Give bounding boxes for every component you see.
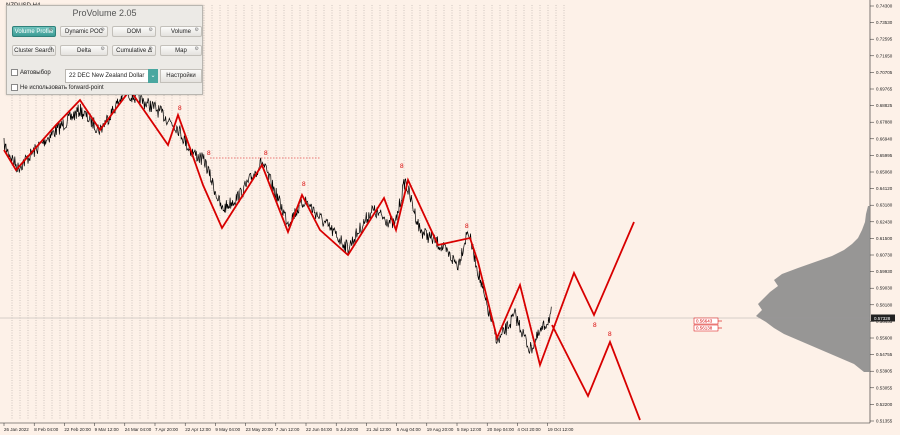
price-tick-label: 0.66940 <box>876 136 893 141</box>
gear-icon[interactable]: ⚙ <box>100 46 105 52</box>
price-tick-label: 0.58180 <box>876 302 893 307</box>
time-tick-label: 8 Feb 04:00 <box>34 427 59 432</box>
provolume-panel: ProVolume 2.05 Volume Profile ⚙ Dynamic P… <box>6 5 203 95</box>
forward-point-checkbox[interactable]: Не использовать forward-point <box>11 84 104 91</box>
price-tick-label: 0.74300 <box>876 4 893 9</box>
time-tick-label: 9 May 04:00 <box>215 427 240 432</box>
price-tick-label: 0.59030 <box>876 286 893 291</box>
price-tick-label: 0.62430 <box>876 219 893 224</box>
time-tick-label: 22 Feb 20:00 <box>64 427 91 432</box>
volume-profile-histogram <box>756 206 870 372</box>
gear-icon[interactable]: ⚙ <box>48 27 53 33</box>
wave-label: 8 <box>264 150 268 157</box>
gear-icon[interactable]: ⚙ <box>148 46 153 52</box>
time-tick-label: 5 Jul 20:00 <box>336 427 359 432</box>
checkbox-icon[interactable] <box>11 69 18 76</box>
gear-icon[interactable]: ⚙ <box>148 27 153 33</box>
level-box <box>693 324 719 332</box>
cluster-search-button[interactable]: Cluster Search ⚙ <box>12 45 56 56</box>
current-price-badge <box>871 314 895 322</box>
gear-icon[interactable]: ⚙ <box>100 27 105 33</box>
time-tick-label: 5 Aug 04:00 <box>397 427 422 432</box>
time-tick-label: 5 Sep 12:00 <box>457 427 482 432</box>
time-tick-label: 22 Jun 04:00 <box>306 427 333 432</box>
price-tick-label: 0.72595 <box>876 37 893 42</box>
price-tick-label: 0.53055 <box>876 385 893 390</box>
price-tick-label: 0.53905 <box>876 369 893 374</box>
wave-label: 8 <box>178 105 182 112</box>
price-tick-label: 0.63180 <box>876 203 893 208</box>
time-tick-label: 20 Sep 04:00 <box>487 427 514 432</box>
wave-label: 8 <box>608 331 612 338</box>
price-series <box>3 87 552 354</box>
time-tick-label: 22 Apr 12:00 <box>185 427 211 432</box>
time-tick-label: 9 Mar 12:00 <box>95 427 120 432</box>
price-tick-label: 0.61500 <box>876 236 893 241</box>
chevron-down-icon[interactable]: ⌄ <box>148 69 158 83</box>
price-tick-label: 0.54755 <box>876 352 893 357</box>
instrument-select[interactable]: 22 DEC New Zealand Dollar ⌄ <box>65 69 158 83</box>
time-tick-label: 21 Jul 12:00 <box>366 427 391 432</box>
delta-button[interactable]: Delta ⚙ <box>60 45 108 56</box>
price-tick-label: 0.60730 <box>876 253 893 258</box>
panel-title: ProVolume 2.05 <box>72 8 137 18</box>
cumulative-delta-button[interactable]: Cumulative Δ ⚙ <box>112 45 156 56</box>
gear-icon[interactable]: ⚙ <box>48 46 53 52</box>
time-tick-label: 7 Jun 12:00 <box>276 427 300 432</box>
checkbox-icon[interactable] <box>11 84 18 91</box>
price-tick-label: 0.70705 <box>876 70 893 75</box>
settings-button[interactable]: Настройки <box>160 69 202 83</box>
wave-projection <box>3 88 635 369</box>
price-tick-label: 0.68825 <box>876 103 893 108</box>
time-tick-label: 23 May 20:00 <box>246 427 274 432</box>
gear-icon[interactable]: ⚙ <box>194 27 199 33</box>
price-tick-label: 0.67880 <box>876 120 893 125</box>
level-label: 0.56138 <box>696 326 713 331</box>
price-tick-label: 0.65060 <box>876 170 893 175</box>
price-tick-label: 0.52200 <box>876 402 893 407</box>
time-tick-label: 26 Jan 2022 <box>4 427 29 432</box>
dom-button[interactable]: DOM ⚙ <box>112 26 156 37</box>
time-tick-label: 19 Aug 20:00 <box>427 427 454 432</box>
time-tick-label: 24 Mar 04:00 <box>125 427 152 432</box>
wave-label: 8 <box>465 223 469 230</box>
autoselect-checkbox[interactable]: Автовыбор <box>11 69 51 76</box>
level-box <box>693 317 719 325</box>
wave-label: 8 <box>302 181 306 188</box>
price-tick-label: 0.69765 <box>876 87 893 92</box>
price-tick-label: 0.71650 <box>876 53 893 58</box>
price-tick-label: 0.51355 <box>876 419 893 424</box>
current-price-label: 0.57328 <box>874 316 891 321</box>
level-label: 0.56643 <box>696 319 713 324</box>
map-button[interactable]: Map ⚙ <box>160 45 202 56</box>
wave-projection-alternate <box>551 324 641 421</box>
time-tick-label: 4 Oct 20:00 <box>517 427 541 432</box>
gear-icon[interactable]: ⚙ <box>194 46 199 52</box>
time-tick-label: 7 Apr 20:00 <box>155 427 179 432</box>
wave-label: 8 <box>207 150 211 157</box>
volume-button[interactable]: Volume ⚙ <box>160 26 202 37</box>
price-tick-label: 0.73530 <box>876 20 893 25</box>
price-tick-label: 0.55600 <box>876 336 893 341</box>
volume-profile-button[interactable]: Volume Profile ⚙ <box>12 26 56 37</box>
price-tick-label: 0.59930 <box>876 269 893 274</box>
wave-label: 8 <box>593 322 597 329</box>
time-tick-label: 19 Oct 12:00 <box>548 427 574 432</box>
price-tick-label: 0.65995 <box>876 153 893 158</box>
dynamic-poc-button[interactable]: Dynamic POC ⚙ <box>60 26 108 37</box>
price-tick-label: 0.64120 <box>876 186 893 191</box>
wave-label: 8 <box>400 163 404 170</box>
